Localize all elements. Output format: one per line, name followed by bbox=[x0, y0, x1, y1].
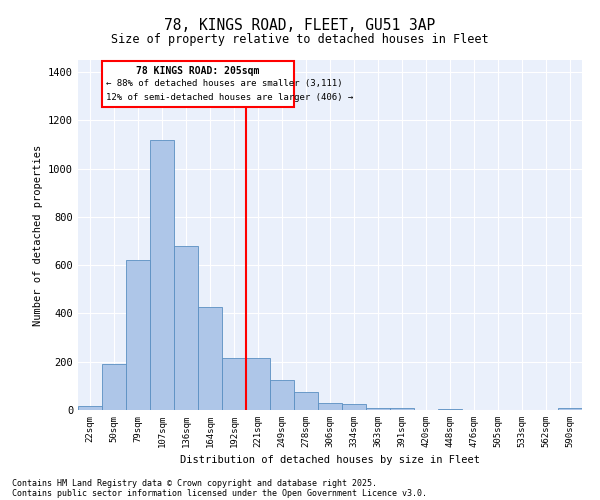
Bar bbox=[150, 140, 174, 410]
Text: Size of property relative to detached houses in Fleet: Size of property relative to detached ho… bbox=[111, 32, 489, 46]
Text: 12% of semi-detached houses are larger (406) →: 12% of semi-detached houses are larger (… bbox=[106, 92, 353, 102]
Y-axis label: Number of detached properties: Number of detached properties bbox=[32, 144, 43, 326]
Bar bbox=[78, 406, 102, 410]
Bar bbox=[366, 408, 390, 410]
Bar bbox=[246, 358, 270, 410]
Bar bbox=[174, 246, 198, 410]
Bar bbox=[294, 392, 318, 410]
Bar bbox=[558, 408, 582, 410]
Bar bbox=[102, 61, 294, 107]
Text: Contains HM Land Registry data © Crown copyright and database right 2025.: Contains HM Land Registry data © Crown c… bbox=[12, 478, 377, 488]
Bar bbox=[390, 408, 414, 410]
Bar bbox=[102, 364, 126, 410]
Bar bbox=[222, 358, 246, 410]
X-axis label: Distribution of detached houses by size in Fleet: Distribution of detached houses by size … bbox=[180, 456, 480, 466]
Text: Contains public sector information licensed under the Open Government Licence v3: Contains public sector information licen… bbox=[12, 488, 427, 498]
Bar bbox=[126, 260, 150, 410]
Text: 78, KINGS ROAD, FLEET, GU51 3AP: 78, KINGS ROAD, FLEET, GU51 3AP bbox=[164, 18, 436, 32]
Bar bbox=[342, 404, 366, 410]
Bar bbox=[198, 308, 222, 410]
Bar bbox=[438, 409, 462, 410]
Bar bbox=[270, 380, 294, 410]
Text: 78 KINGS ROAD: 205sqm: 78 KINGS ROAD: 205sqm bbox=[136, 66, 260, 76]
Bar bbox=[318, 403, 342, 410]
Text: ← 88% of detached houses are smaller (3,111): ← 88% of detached houses are smaller (3,… bbox=[106, 80, 342, 88]
